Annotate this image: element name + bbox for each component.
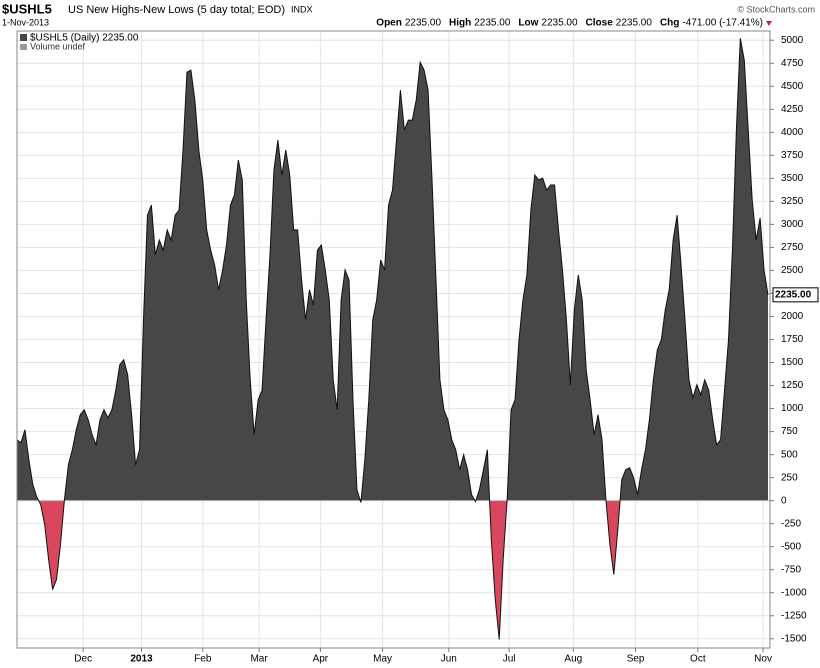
x-tick-label: Aug (564, 654, 582, 665)
x-tick-label: Sep (627, 654, 645, 665)
legend-label: $USHL5 (Daily) 2235.00 (30, 33, 139, 44)
line (16, 38, 769, 640)
quote-value: 2235.00 (541, 18, 578, 29)
chart-title: US New Highs-New Lows (5 day total; EOD) (68, 4, 285, 16)
y-tick-label: 3250 (781, 196, 804, 207)
y-tick-label: -500 (781, 541, 801, 552)
x-tick-label: May (373, 654, 392, 665)
date: 1-Nov-2013 (2, 17, 49, 27)
y-tick-label: 0 (781, 495, 787, 506)
y-tick-label: 1500 (781, 357, 804, 368)
x-tick-label: Nov (754, 654, 772, 665)
quote-value: 2235.00 (616, 18, 653, 29)
y-tick-label: -1000 (781, 587, 807, 598)
y-tick-label: 250 (781, 472, 798, 483)
down-arrow (766, 21, 772, 26)
y-tick-label: 1000 (781, 403, 804, 414)
legend-swatch (20, 34, 27, 41)
x-tick-label: Mar (250, 654, 268, 665)
quote-value: 2235.00 (405, 18, 442, 29)
legend-label: Volume undef (30, 41, 86, 51)
y-tick-label: 3500 (781, 173, 804, 184)
y-tick-label: 4250 (781, 104, 804, 115)
y-tick-label: 2500 (781, 265, 804, 276)
plot-border (16, 30, 771, 649)
credit: © StockCharts.com (737, 4, 815, 14)
legend-icon (20, 44, 27, 50)
quote-label: Chg (660, 18, 679, 29)
x-tick-label: Feb (194, 654, 212, 665)
y-tick-label: 1250 (781, 380, 804, 391)
y-tick-label: 750 (781, 426, 798, 437)
y-tick-label: 2000 (781, 311, 804, 322)
x-tick-label: Dec (74, 654, 92, 665)
y-tick-label: 3750 (781, 150, 804, 161)
y-tick-label: -250 (781, 518, 801, 529)
y-tick-label: 4500 (781, 81, 804, 92)
area (17, 38, 768, 640)
x-tick-label: Apr (313, 654, 329, 665)
price-tag (772, 287, 819, 303)
price-tag-label: 2235.00 (775, 289, 812, 300)
quote-value: -471.00 (-17.41%) (682, 18, 763, 29)
quote-value: 2235.00 (474, 18, 511, 29)
quote-label: High (449, 18, 471, 29)
quote-label: Open (376, 18, 402, 29)
x-tick-label: Jun (441, 654, 457, 665)
quote: Open 2235.00 High 2235.00 Low 2235.00 Close 223… (376, 18, 763, 29)
y-tick-label: -1250 (781, 610, 807, 621)
y-tick-label: 4750 (781, 58, 804, 69)
y-tick-label: 500 (781, 449, 798, 460)
y-tick-label: 3000 (781, 219, 804, 230)
y-tick-label: 1750 (781, 334, 804, 345)
y-tick-label: 4000 (781, 127, 804, 138)
y-tick-label: 5000 (781, 35, 804, 46)
symbol: $USHL5 (2, 1, 52, 16)
quote-label: Low (518, 18, 538, 29)
y-tick-label: 2750 (781, 242, 804, 253)
exchange: INDX (291, 4, 313, 14)
y-tick-label: -750 (781, 564, 801, 575)
x-tick-label: Jul (503, 654, 516, 665)
quote-label: Close (586, 18, 614, 29)
y-tick-label: -1500 (781, 633, 807, 644)
x-tick-label: Oct (690, 654, 706, 665)
x-tick-label: 2013 (130, 654, 153, 665)
